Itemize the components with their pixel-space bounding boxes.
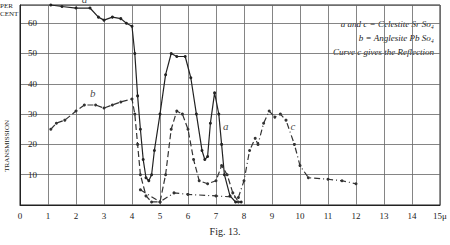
svg-text:60: 60: [28, 18, 38, 28]
svg-text:7: 7: [214, 211, 219, 221]
svg-text:PER: PER: [0, 2, 13, 10]
svg-text:4: 4: [130, 211, 135, 221]
svg-text:2: 2: [74, 211, 79, 221]
svg-text:TRANSMISSION: TRANSMISSION: [3, 120, 11, 172]
svg-text:Fig. 13.: Fig. 13.: [210, 226, 241, 237]
svg-text:14: 14: [408, 211, 418, 221]
svg-text:30: 30: [28, 109, 38, 119]
svg-text:a: a: [223, 120, 229, 132]
svg-text:a: a: [82, 0, 88, 5]
svg-text:1: 1: [46, 211, 51, 221]
svg-text:b: b: [90, 87, 96, 99]
svg-text:10: 10: [28, 170, 38, 180]
svg-text:6: 6: [186, 211, 191, 221]
svg-text:3: 3: [102, 211, 107, 221]
svg-text:5: 5: [158, 211, 163, 221]
svg-text:12: 12: [352, 211, 361, 221]
svg-text:11: 11: [324, 211, 333, 221]
svg-text:40: 40: [28, 79, 38, 89]
svg-text:0: 0: [18, 211, 23, 221]
svg-text:Curve c gives the Reflection: Curve c gives the Reflection: [333, 47, 434, 57]
svg-text:50: 50: [28, 48, 38, 58]
svg-text:13: 13: [380, 211, 390, 221]
svg-text:b = Anglesite Pb So₄: b = Anglesite Pb So₄: [359, 33, 434, 43]
svg-text:c: c: [291, 120, 296, 132]
svg-text:10: 10: [296, 211, 306, 221]
svg-text:8: 8: [242, 211, 247, 221]
svg-text:9: 9: [270, 211, 275, 221]
svg-text:15μ: 15μ: [433, 211, 447, 221]
svg-text:CENT: CENT: [0, 10, 19, 18]
svg-text:20: 20: [28, 139, 38, 149]
svg-text:a and c = Celestite Sr So₄: a and c = Celestite Sr So₄: [340, 18, 434, 29]
